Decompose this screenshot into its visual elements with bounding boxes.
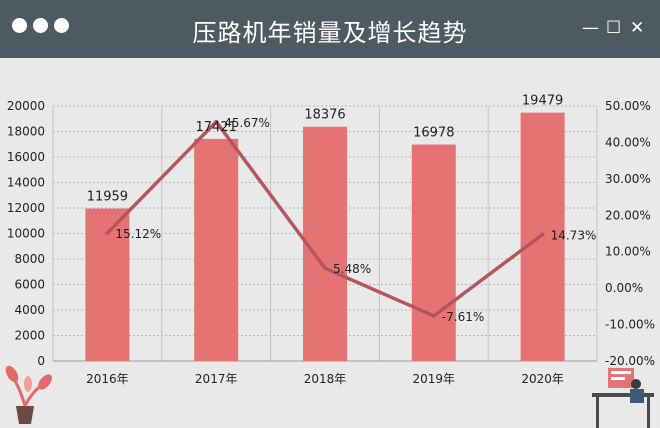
axes: 0 2000 4000 6000 8000 10000 12000 14000 16000 180…	[7, 99, 655, 386]
x-axis-tick-label: 2020年	[521, 372, 564, 386]
y2-axis-tick-label: 10.00%	[605, 245, 651, 259]
x-axis-tick-label: 2016年	[86, 372, 129, 386]
window-title: 压路机年销量及增长趋势	[192, 19, 468, 47]
growth-value-label: 14.73%	[551, 228, 597, 242]
data-labels: 11959 17421 18376 16978 19479 15.12% 45.67% 5.4…	[87, 94, 597, 324]
window-dots	[12, 18, 69, 33]
y-axis-tick-label: 20000	[7, 99, 45, 113]
y-axis-tick-label: 0	[37, 354, 45, 368]
bar-value-label: 18376	[304, 108, 345, 123]
window-controls: — ☐ ✕	[582, 18, 644, 38]
bar	[520, 112, 565, 361]
x-axis-tick-label: 2017年	[195, 372, 238, 386]
dot-icon	[12, 18, 27, 33]
y-axis-tick-label: 12000	[7, 201, 45, 215]
bar	[411, 144, 456, 361]
y2-axis-tick-label: -20.00%	[605, 354, 655, 368]
growth-line-series	[105, 119, 545, 318]
y2-axis-tick-label: 20.00%	[605, 208, 651, 222]
bar	[194, 138, 239, 361]
growth-value-label: -7.61%	[442, 310, 484, 324]
growth-value-label: 15.12%	[115, 227, 161, 241]
y2-axis-tick-label: 0.00%	[605, 281, 643, 295]
plant-illustration-icon	[5, 365, 52, 424]
y2-axis-tick-label: -10.00%	[605, 318, 655, 332]
y2-axis-tick-label: 40.00%	[605, 135, 651, 149]
growth-value-label: 45.67%	[224, 116, 270, 130]
growth-point	[323, 266, 327, 271]
chart: 0 2000 4000 6000 8000 10000 12000 14000 16000 180…	[5, 94, 655, 428]
bar-value-label: 16978	[413, 126, 454, 141]
x-axis-tick-label: 2019年	[413, 372, 456, 386]
minimize-button[interactable]: —	[582, 18, 599, 38]
bar	[303, 126, 347, 362]
maximize-button[interactable]: ☐	[606, 18, 622, 38]
growth-point	[214, 119, 219, 124]
y-axis-tick-label: 16000	[7, 150, 45, 164]
growth-point	[431, 313, 436, 318]
bar-value-label: 19479	[522, 94, 563, 109]
y-axis-tick-label: 4000	[14, 303, 45, 317]
growth-point	[105, 231, 110, 236]
title-bar: 压路机年销量及增长趋势 — ☐ ✕	[0, 0, 660, 58]
bar-value-label: 11959	[87, 190, 128, 205]
growth-point	[540, 232, 545, 237]
x-axis-tick-label: 2018年	[304, 372, 347, 386]
y-axis-tick-label: 18000	[7, 125, 45, 139]
y-axis-tick-label: 6000	[14, 278, 45, 292]
bar-value-label: 17421	[196, 120, 237, 135]
dot-icon	[54, 18, 69, 33]
y-axis-tick-label: 10000	[7, 227, 45, 241]
close-button[interactable]: ✕	[630, 18, 645, 38]
y-axis-tick-label: 8000	[14, 252, 45, 266]
desk-illustration-icon	[592, 368, 654, 428]
y-axis-tick-label: 14000	[7, 176, 45, 190]
dot-icon	[33, 18, 48, 33]
y-axis-tick-label: 2000	[14, 329, 45, 343]
y2-axis-tick-label: 50.00%	[605, 99, 651, 113]
y2-axis-tick-label: 30.00%	[605, 172, 651, 186]
growth-value-label: 5.48%	[333, 262, 371, 276]
